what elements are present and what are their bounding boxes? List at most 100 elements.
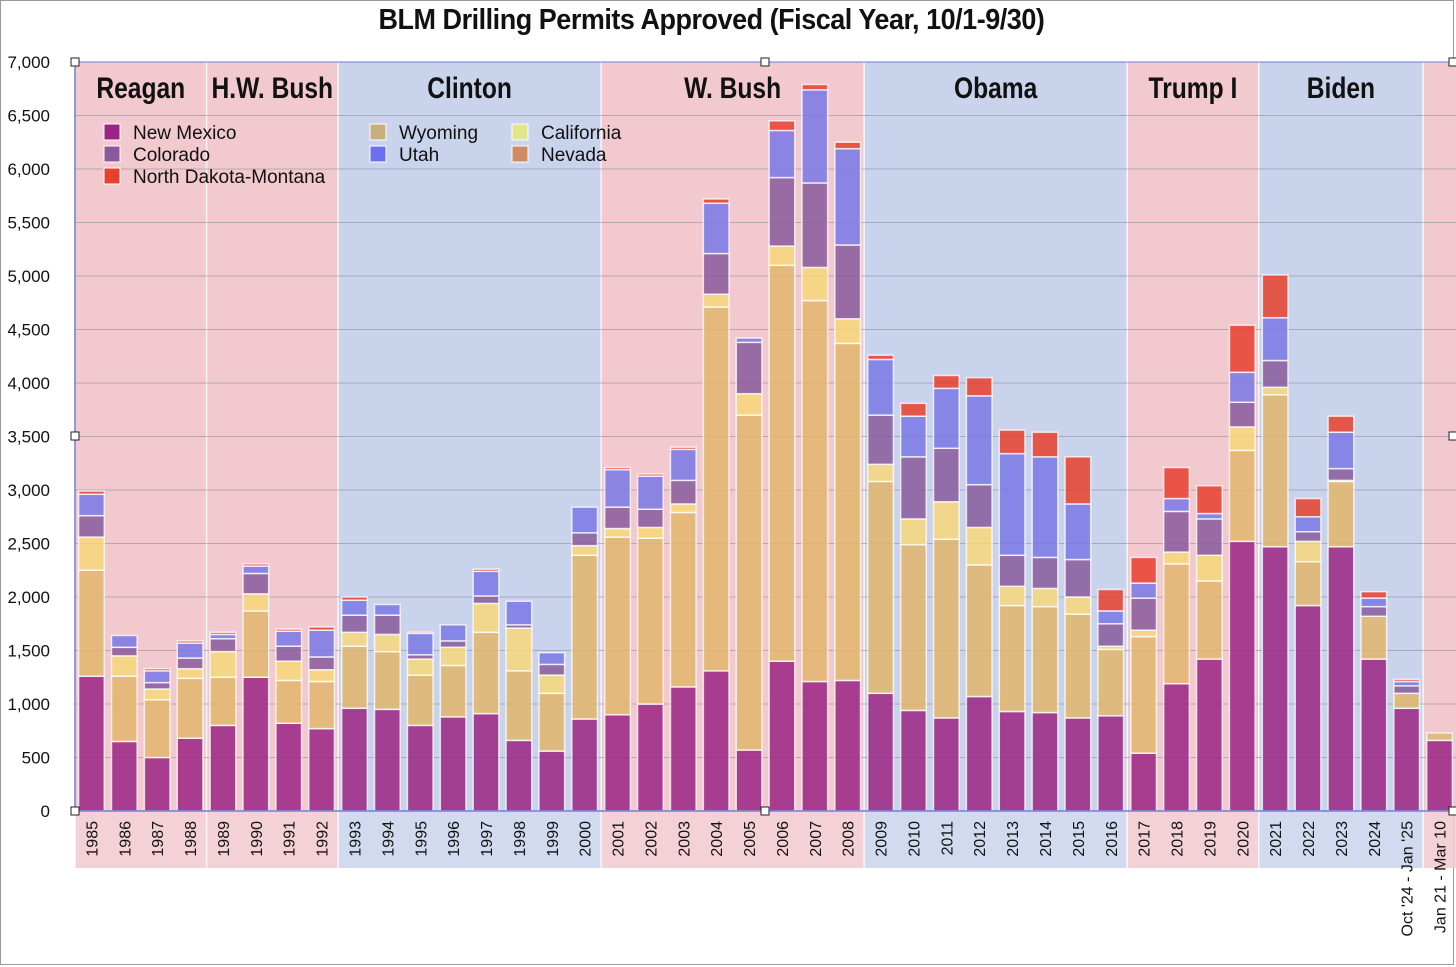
- bar-segment: [768, 245, 796, 267]
- bar-segment: [406, 631, 434, 635]
- legend-swatch: [103, 145, 121, 163]
- y-tick-label: 2,000: [7, 588, 50, 607]
- bar-segment: [1097, 588, 1125, 612]
- y-tick-label: 2,500: [7, 535, 50, 554]
- bar-segment: [801, 89, 829, 184]
- bar-segment: [702, 198, 730, 204]
- y-tick-label: 1,000: [7, 695, 50, 714]
- x-tick-label: 2008: [841, 821, 858, 857]
- x-tick-label: 1988: [183, 821, 200, 857]
- bar-segment: [1130, 582, 1158, 599]
- bar-segment: [998, 604, 1026, 713]
- bar-segment: [538, 692, 566, 752]
- era-label-band: [864, 811, 1128, 868]
- bar-segment: [1031, 605, 1059, 714]
- bar-segment: [110, 740, 138, 812]
- era-label: Clinton: [427, 71, 512, 105]
- bar-segment: [110, 646, 138, 657]
- bar-segment: [308, 629, 336, 658]
- y-tick-label: 6,000: [7, 160, 50, 179]
- bar-segment: [308, 680, 336, 730]
- bar-segment: [176, 657, 204, 670]
- bar-segment: [702, 252, 730, 295]
- bar-segment: [899, 415, 928, 458]
- bar-segment: [1261, 386, 1289, 396]
- bar-segment: [1327, 545, 1355, 812]
- axes: 0 500 1,000 1,500 2,000 2,500 3,000 3,500 4,000 4…: [7, 53, 1456, 937]
- bar-segment: [1327, 415, 1355, 433]
- x-tick-label: 1986: [117, 821, 134, 857]
- bars: [77, 83, 1454, 812]
- bar-segment: [669, 503, 697, 514]
- bar-segment: [77, 569, 106, 677]
- x-tick-label: 1992: [315, 821, 332, 857]
- legend-swatch: [369, 123, 387, 141]
- x-tick-label: 2011: [939, 821, 956, 856]
- bar-segment: [1294, 530, 1322, 543]
- era-label: Reagan: [96, 71, 185, 105]
- x-tick-label: Oct '24 - Jan '25: [1400, 821, 1417, 937]
- bar-segment: [1195, 554, 1223, 582]
- bar-segment: [1162, 466, 1191, 500]
- bar-segment: [735, 341, 763, 395]
- bar-segment: [77, 675, 106, 812]
- selection-handle: [760, 57, 770, 67]
- bar-segment: [472, 602, 500, 634]
- x-tick-label: 2012: [972, 821, 989, 857]
- chart-title: BLM Drilling Permits Approved (Fiscal Ye…: [378, 4, 1045, 36]
- legend-swatch: [511, 145, 529, 163]
- bar-segment: [834, 147, 862, 246]
- y-tick-label: 1,500: [7, 642, 50, 661]
- x-tick-label: 1993: [347, 821, 364, 857]
- bar-segment: [143, 698, 171, 759]
- bar-segment: [1162, 682, 1191, 812]
- selection-handle: [1448, 806, 1456, 816]
- bar-segment: [1031, 587, 1059, 608]
- bar-segment: [1162, 497, 1191, 513]
- bar-segment: [768, 264, 796, 662]
- bar-segment: [702, 202, 730, 255]
- bar-segment: [275, 645, 303, 662]
- bar-segment: [242, 593, 270, 612]
- y-tick-label: 6,500: [7, 107, 50, 126]
- bar-segment: [538, 750, 566, 812]
- bar-segment: [308, 656, 336, 671]
- bar-segment: [209, 676, 237, 727]
- bar-segment: [143, 688, 171, 701]
- bar-segment: [1360, 615, 1388, 660]
- bar-segment: [965, 695, 993, 812]
- y-tick-label: 7,000: [7, 53, 50, 72]
- bar-segment: [1228, 540, 1256, 812]
- bar-segment: [275, 679, 303, 725]
- era-label: Obama: [954, 71, 1038, 105]
- x-tick-label: 2024: [1367, 821, 1384, 857]
- bar-segment: [406, 674, 434, 727]
- bar-segment: [702, 293, 730, 308]
- bar-segment: [1425, 739, 1454, 812]
- selection-handle: [70, 57, 80, 67]
- bar-segment: [636, 508, 664, 529]
- era-label-band: [338, 811, 602, 868]
- bar-segment: [636, 537, 664, 705]
- bar-segment: [1261, 316, 1289, 362]
- bar-segment: [867, 463, 895, 483]
- bar-segment: [472, 712, 500, 812]
- bar-segment: [1130, 556, 1158, 584]
- y-tick-label: 3,500: [7, 428, 50, 447]
- y-tick-label: 4,000: [7, 374, 50, 393]
- bar-segment: [1195, 580, 1223, 660]
- era-label: H.W. Bush: [211, 71, 333, 105]
- bar-segment: [439, 624, 467, 642]
- bar-segment: [834, 342, 862, 682]
- bar-segment: [340, 596, 369, 601]
- bar-segment: [1097, 715, 1125, 812]
- bar-segment: [669, 686, 697, 812]
- bar-segment: [340, 614, 369, 634]
- bar-segment: [1393, 678, 1421, 683]
- x-tick-label: 2018: [1170, 821, 1187, 857]
- bar-segment: [899, 456, 928, 520]
- x-tick-label: 2022: [1301, 821, 1318, 857]
- legend-label: California: [541, 123, 622, 144]
- bar-segment: [308, 727, 336, 812]
- era-label-band: [1423, 811, 1456, 868]
